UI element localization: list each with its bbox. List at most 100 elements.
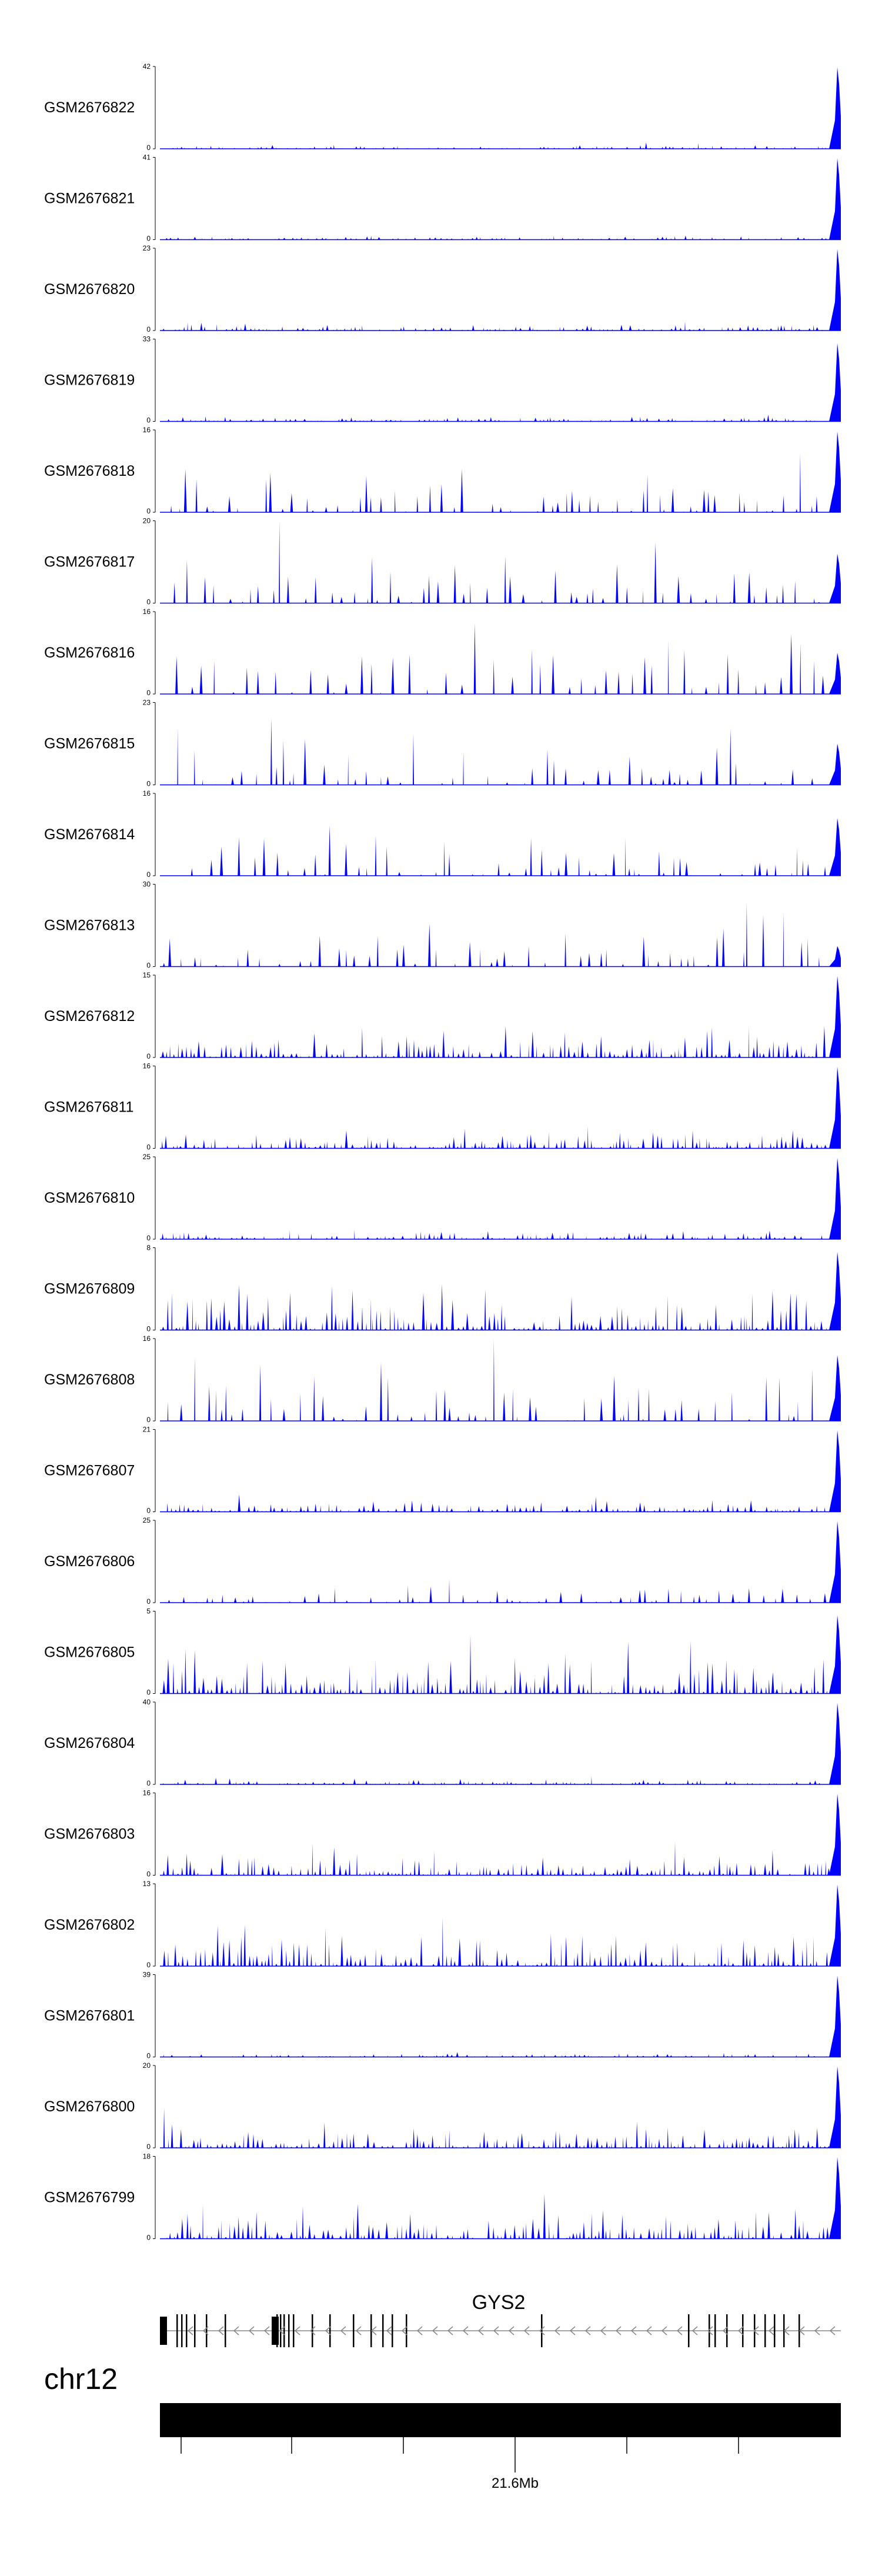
coverage-area: [160, 1703, 841, 1784]
track-label: GSM2676807: [44, 1463, 135, 1479]
exon: [280, 2314, 282, 2347]
chromosome-bar: [160, 2403, 841, 2437]
strand-arrow-icon: [386, 2326, 392, 2335]
strand-arrow-icon: [569, 2326, 576, 2335]
y-max-tick: 5: [146, 1607, 151, 1616]
y-min-tick: 0: [146, 1597, 151, 1606]
y-min-tick: 0: [146, 144, 151, 152]
track-GSM2676800: GSM2676800 20 0: [44, 2061, 841, 2151]
y-min-tick: 0: [146, 870, 151, 879]
y-min-tick: 0: [146, 235, 151, 243]
y-max-tick: 39: [143, 1971, 151, 1979]
track-GSM2676811: GSM2676811 16 0: [44, 1062, 841, 1152]
track-GSM2676815: GSM2676815 23 0: [44, 699, 841, 788]
track-GSM2676819: GSM2676819 33 0: [44, 335, 841, 425]
coverage-area: [160, 2157, 841, 2239]
exon: [382, 2314, 384, 2347]
gene-model: [160, 2314, 841, 2347]
y-max-tick: 20: [143, 2061, 151, 2070]
track-GSM2676821: GSM2676821 41 0: [44, 154, 841, 243]
exon: [688, 2314, 690, 2347]
strand-arrow-icon: [202, 2326, 209, 2335]
coverage-area: [160, 1521, 841, 1603]
track-label: GSM2676812: [44, 1008, 135, 1025]
y-min-tick: 0: [146, 1052, 151, 1060]
exon: [283, 2314, 285, 2347]
track-label: GSM2676819: [44, 372, 135, 389]
strand-arrow-icon: [401, 2326, 407, 2335]
y-min-tick: 0: [146, 325, 151, 333]
strand-arrow-icon: [263, 2326, 270, 2335]
strand-arrow-icon: [462, 2326, 469, 2335]
y-max-tick: 16: [143, 1789, 151, 1797]
coverage-area: [160, 1339, 841, 1421]
y-min-tick: 0: [146, 1779, 151, 1787]
exon: [176, 2314, 178, 2347]
coverage-area: [160, 520, 841, 603]
gene-track: GYS2: [160, 2291, 841, 2347]
track-GSM2676801: GSM2676801 39 0: [44, 1971, 841, 2060]
strand-arrow-icon: [554, 2326, 560, 2335]
track-GSM2676802: GSM2676802 13 0: [44, 1880, 841, 1969]
y-min-tick: 0: [146, 1961, 151, 1969]
track-GSM2676822: GSM2676822 42 0: [44, 62, 841, 152]
y-max-tick: 8: [146, 1244, 151, 1252]
track-GSM2676805: GSM2676805 5 0: [44, 1607, 841, 1697]
strand-arrow-icon: [600, 2326, 606, 2335]
exon: [225, 2314, 226, 2347]
exon: [353, 2314, 355, 2347]
exon: [329, 2314, 331, 2347]
y-min-tick: 0: [146, 689, 151, 697]
track-label: GSM2676816: [44, 645, 135, 661]
y-max-tick: 16: [143, 1062, 151, 1070]
strand-arrow-icon: [248, 2326, 255, 2335]
strand-arrow-icon: [615, 2326, 622, 2335]
coverage-area: [160, 903, 841, 967]
track-label: GSM2676808: [44, 1372, 135, 1388]
y-max-tick: 13: [143, 1880, 151, 1888]
y-max-tick: 18: [143, 2153, 151, 2161]
track-label: GSM2676815: [44, 736, 135, 752]
exon: [160, 2317, 167, 2345]
coordinate-tick-label: 21.6Mb: [492, 2475, 539, 2491]
y-max-tick: 33: [143, 335, 151, 343]
y-min-tick: 0: [146, 2052, 151, 2060]
strand-arrow-icon: [477, 2326, 484, 2335]
strand-arrow-icon: [707, 2326, 713, 2335]
track-GSM2676799: GSM2676799 18 0: [44, 2153, 841, 2242]
track-GSM2676812: GSM2676812 15 0: [44, 971, 841, 1060]
track-GSM2676816: GSM2676816 16 0: [44, 608, 841, 697]
exon: [293, 2314, 295, 2347]
chromosome-ticks: [181, 2437, 739, 2472]
track-label: GSM2676821: [44, 191, 135, 207]
y-max-tick: 23: [143, 699, 151, 707]
y-min-tick: 0: [146, 598, 151, 606]
exon: [714, 2314, 716, 2347]
coverage-area: [160, 1975, 841, 2057]
coverage-area: [160, 623, 841, 694]
coverage-area: [160, 249, 841, 331]
strand-arrow-icon: [661, 2326, 667, 2335]
strand-arrow-icon: [447, 2326, 453, 2335]
strand-arrow-icon: [523, 2326, 530, 2335]
y-min-tick: 0: [146, 2234, 151, 2242]
coverage-area: [160, 1615, 841, 1694]
y-min-tick: 0: [146, 507, 151, 515]
strand-arrow-icon: [309, 2326, 316, 2335]
y-max-tick: 20: [143, 517, 151, 525]
strand-arrow-icon: [768, 2326, 774, 2335]
track-label: GSM2676804: [44, 1735, 135, 1751]
strand-arrow-icon: [233, 2326, 239, 2335]
exon: [186, 2314, 188, 2347]
track-GSM2676809: GSM2676809 8 0: [44, 1244, 841, 1333]
coverage-area: [160, 343, 841, 422]
exon: [709, 2314, 710, 2347]
track-label: GSM2676818: [44, 463, 135, 479]
y-min-tick: 0: [146, 1416, 151, 1424]
exon: [312, 2314, 313, 2347]
strand-arrow-icon: [691, 2326, 698, 2335]
gene-label: GYS2: [472, 2291, 526, 2314]
track-label: GSM2676799: [44, 2190, 135, 2206]
exon: [206, 2314, 208, 2347]
exon: [392, 2314, 393, 2347]
